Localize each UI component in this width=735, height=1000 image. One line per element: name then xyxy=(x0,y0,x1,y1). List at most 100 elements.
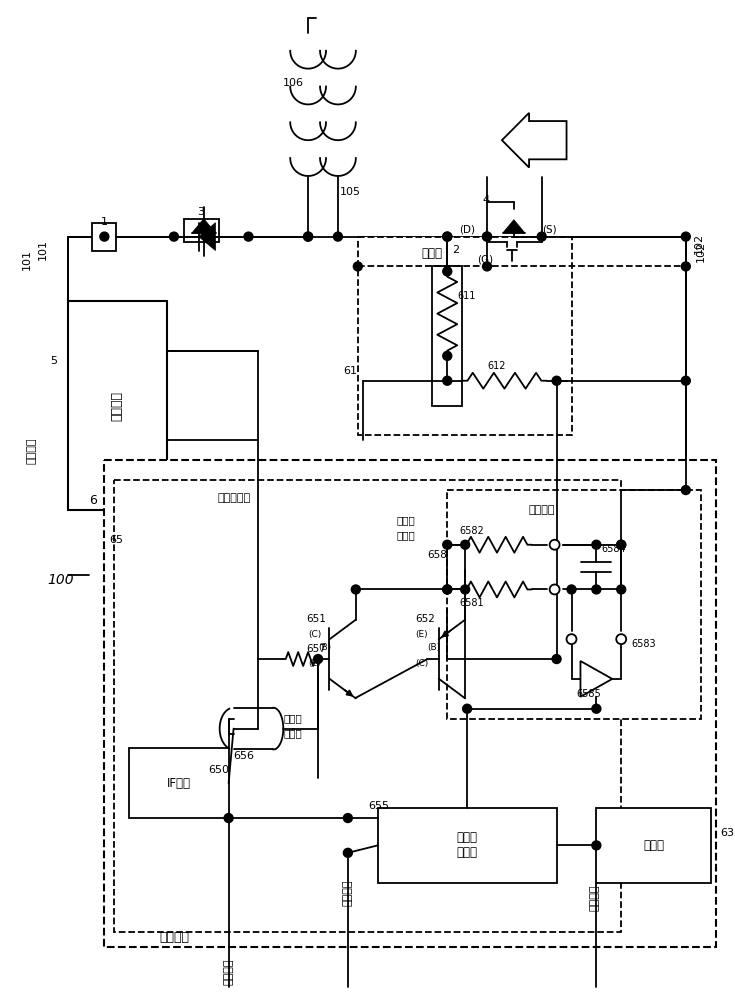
Circle shape xyxy=(617,540,625,549)
Circle shape xyxy=(462,704,472,713)
Text: (C): (C) xyxy=(415,659,429,668)
Circle shape xyxy=(170,232,179,241)
Text: 脉冲信号: 脉冲信号 xyxy=(343,879,353,906)
Bar xyxy=(358,237,572,435)
Polygon shape xyxy=(503,220,525,233)
Bar xyxy=(432,266,462,406)
Text: IF电路: IF电路 xyxy=(167,777,191,790)
Circle shape xyxy=(550,540,559,550)
Polygon shape xyxy=(198,223,215,251)
Circle shape xyxy=(343,848,352,857)
Text: 612: 612 xyxy=(487,361,506,371)
Circle shape xyxy=(442,585,452,594)
Bar xyxy=(93,223,116,251)
Circle shape xyxy=(244,232,253,241)
Text: 106: 106 xyxy=(283,78,304,88)
Circle shape xyxy=(483,232,492,241)
Bar xyxy=(68,301,167,510)
Text: 动信号: 动信号 xyxy=(396,530,415,540)
Text: 栅极控: 栅极控 xyxy=(284,714,303,724)
Text: 制信号: 制信号 xyxy=(284,729,303,739)
Text: 650: 650 xyxy=(209,765,230,775)
Text: 101: 101 xyxy=(22,249,32,270)
Text: 驱动装置: 驱动装置 xyxy=(111,391,123,421)
Text: 6583: 6583 xyxy=(631,639,656,649)
Text: 4: 4 xyxy=(482,195,490,205)
Circle shape xyxy=(592,540,600,549)
Text: 101: 101 xyxy=(37,239,48,260)
Text: (B): (B) xyxy=(318,643,331,652)
Bar xyxy=(129,748,229,818)
Circle shape xyxy=(224,814,233,823)
Text: 657: 657 xyxy=(306,644,326,654)
Circle shape xyxy=(567,585,576,594)
Text: 652: 652 xyxy=(415,614,435,624)
Circle shape xyxy=(442,351,452,360)
Polygon shape xyxy=(502,113,567,168)
Circle shape xyxy=(592,704,600,713)
Circle shape xyxy=(334,232,343,241)
Text: 6585: 6585 xyxy=(576,689,601,699)
Circle shape xyxy=(681,262,690,271)
Text: 2: 2 xyxy=(452,245,459,255)
Circle shape xyxy=(552,376,561,385)
Bar xyxy=(448,490,700,719)
Circle shape xyxy=(442,232,452,241)
Text: 驱动装置: 驱动装置 xyxy=(159,931,189,944)
Text: 判定部: 判定部 xyxy=(643,839,664,852)
Text: 656: 656 xyxy=(234,751,254,761)
Polygon shape xyxy=(192,219,215,233)
Text: 655: 655 xyxy=(368,801,389,811)
Circle shape xyxy=(442,267,452,276)
Text: 驱动控制部: 驱动控制部 xyxy=(217,493,250,503)
Circle shape xyxy=(461,540,470,549)
Text: (B): (B) xyxy=(427,643,440,652)
Circle shape xyxy=(314,655,323,664)
Circle shape xyxy=(483,262,492,271)
Circle shape xyxy=(442,585,452,594)
Text: 651: 651 xyxy=(306,614,326,624)
Circle shape xyxy=(552,655,561,664)
Circle shape xyxy=(592,841,600,850)
Circle shape xyxy=(354,262,362,271)
Text: 输入信号: 输入信号 xyxy=(26,437,37,464)
Circle shape xyxy=(617,540,625,549)
Text: 6584: 6584 xyxy=(601,544,626,554)
Text: 63: 63 xyxy=(720,828,734,838)
Circle shape xyxy=(304,232,312,241)
Text: (S): (S) xyxy=(542,225,556,235)
Text: 5: 5 xyxy=(50,356,57,366)
Text: 栅极驱: 栅极驱 xyxy=(396,515,415,525)
Text: 检测部: 检测部 xyxy=(422,247,443,260)
Bar xyxy=(596,808,711,883)
Text: 105: 105 xyxy=(340,187,361,197)
Circle shape xyxy=(681,376,690,385)
Circle shape xyxy=(550,584,559,594)
Text: 658: 658 xyxy=(427,550,448,560)
Circle shape xyxy=(100,232,109,241)
Text: 3: 3 xyxy=(197,207,204,217)
Text: 判定信号: 判定信号 xyxy=(589,884,599,911)
Polygon shape xyxy=(581,661,612,697)
Circle shape xyxy=(616,634,626,644)
Circle shape xyxy=(483,232,492,241)
Text: 102: 102 xyxy=(694,233,703,254)
Text: 6582: 6582 xyxy=(459,526,484,536)
Text: (E): (E) xyxy=(415,630,428,639)
Text: 102: 102 xyxy=(696,241,706,262)
Text: (D): (D) xyxy=(459,225,476,235)
Circle shape xyxy=(617,585,625,594)
Circle shape xyxy=(442,376,452,385)
Bar xyxy=(378,808,556,883)
Circle shape xyxy=(442,540,452,549)
Text: 脉冲输
出电路: 脉冲输 出电路 xyxy=(456,831,478,859)
Text: 输入信号: 输入信号 xyxy=(223,959,234,985)
Text: (C): (C) xyxy=(308,630,321,639)
Circle shape xyxy=(351,585,360,594)
Text: 6: 6 xyxy=(90,493,97,506)
Circle shape xyxy=(681,486,690,495)
Text: 100: 100 xyxy=(48,573,74,587)
Text: 6581: 6581 xyxy=(459,598,484,608)
Circle shape xyxy=(343,814,352,823)
Circle shape xyxy=(567,634,576,644)
